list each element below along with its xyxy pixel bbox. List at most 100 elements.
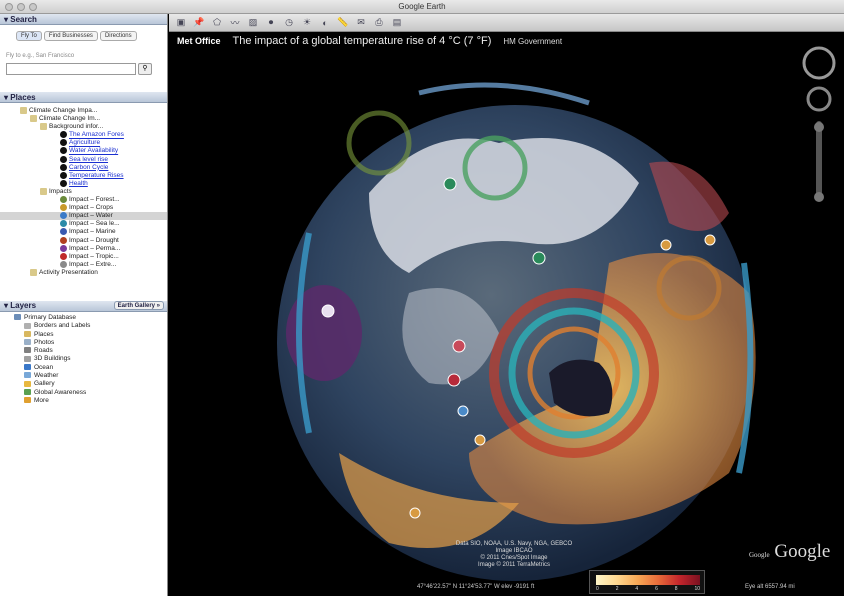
move-joystick-icon[interactable] [806, 86, 832, 112]
layer-item[interactable]: 3D Buildings [0, 355, 167, 363]
places-item[interactable]: Impacts [0, 187, 167, 196]
sea-level-marker[interactable] [457, 405, 469, 417]
water-marker-2[interactable] [532, 251, 546, 265]
layer-item-label: Primary Database [24, 313, 77, 321]
print-icon[interactable]: ⎙ [375, 17, 383, 27]
close-window-button[interactable] [5, 3, 13, 11]
crops-marker-3[interactable] [704, 234, 716, 246]
look-joystick-icon[interactable] [802, 46, 836, 80]
places-item[interactable]: Background infor... [0, 123, 167, 131]
places-item-label: Impact – Water [69, 212, 113, 220]
layer-item[interactable]: Global Awareness [0, 389, 167, 397]
placemark-icon[interactable]: 📌 [193, 17, 205, 27]
earth-gallery-button[interactable]: Earth Gallery » [113, 301, 164, 311]
window-titlebar: Google Earth [0, 0, 844, 14]
attribution-line-2: Image IBCAO [495, 548, 533, 554]
crops-marker-2[interactable] [660, 239, 672, 251]
email-icon[interactable]: ✉ [357, 17, 365, 27]
layers-list: Primary Database Borders and Labels Places… [0, 314, 167, 405]
zoom-slider[interactable] [816, 121, 822, 201]
maps-icon[interactable]: ▤ [392, 17, 402, 27]
folder-icon [40, 187, 47, 195]
path-icon[interactable]: 〰 [230, 18, 240, 28]
crops-marker-1[interactable] [474, 434, 486, 446]
places-item[interactable]: The Amazon Fores [0, 131, 167, 139]
zoom-window-button[interactable] [29, 3, 37, 11]
places-item[interactable]: Health [0, 179, 167, 188]
layer-icon [24, 380, 31, 387]
search-icon: ⚲ [142, 65, 148, 72]
window-controls[interactable] [5, 3, 37, 11]
sea-level-arc-west [296, 232, 312, 434]
places-item[interactable]: Agriculture [0, 139, 167, 147]
zoom-in-icon[interactable] [814, 122, 824, 132]
places-item-label: Impact – Crops [69, 204, 114, 212]
map-view[interactable]: Met Office The impact of a global temper… [169, 33, 844, 596]
tab-directions[interactable]: Directions [99, 31, 137, 41]
layer-item[interactable]: Primary Database [0, 314, 167, 322]
places-panel-header[interactable]: ▾ Places [0, 92, 167, 103]
planets-icon[interactable]: ◐ [322, 17, 328, 28]
places-item[interactable]: Activity Presentation [0, 268, 167, 277]
search-panel-header[interactable]: ▾ Search [0, 14, 167, 25]
minimize-window-button[interactable] [17, 3, 25, 11]
marine-marker[interactable] [452, 339, 466, 353]
ruler-icon[interactable]: 📏 [337, 17, 349, 27]
places-item-label: Carbon Cycle [69, 163, 109, 171]
forest-ring-north [462, 135, 528, 201]
layer-icon [24, 347, 31, 354]
navigation-controls[interactable] [802, 41, 836, 211]
tab-find-businesses[interactable]: Find Businesses [43, 31, 98, 41]
places-item[interactable]: Impact – Marine [0, 228, 167, 236]
layer-item-label: More [34, 396, 49, 404]
places-item[interactable]: Impact – Forest... [0, 196, 167, 204]
image-overlay-icon[interactable]: ▨ [248, 17, 258, 27]
water-marker-1[interactable] [443, 177, 457, 191]
places-item[interactable]: Climate Change Impa... [0, 107, 167, 115]
search-input[interactable] [6, 63, 136, 75]
layer-item[interactable]: Ocean [0, 364, 167, 372]
places-item[interactable]: Water Availability [0, 147, 167, 155]
historical-imagery-icon[interactable]: ◷ [285, 17, 293, 27]
impact-icon [60, 260, 67, 268]
places-item-label: Impact – Perma... [69, 244, 121, 252]
places-item[interactable]: Impact – Water [0, 212, 167, 221]
legend-tick-label: 6 [655, 586, 658, 592]
crops-marker-4[interactable] [409, 507, 421, 519]
layer-item[interactable]: Gallery [0, 380, 167, 388]
toolbar: ▣ 📌 ⬠ 〰 ▨ ⏺ ◷ ☀ ◐ 📏 ✉ ⎙ ▤ [169, 14, 844, 32]
sunlight-icon[interactable]: ☀ [302, 17, 312, 27]
layer-item[interactable]: Photos [0, 339, 167, 347]
places-item-label: Impact – Drought [69, 236, 119, 244]
polygon-icon[interactable]: ⬠ [213, 17, 221, 27]
places-item[interactable]: Impact – Crops [0, 204, 167, 212]
window-title: Google Earth [398, 2, 446, 11]
cloud-mass-north [369, 138, 639, 273]
places-item[interactable]: Temperature Rises [0, 171, 167, 180]
search-button[interactable]: ⚲ [138, 63, 152, 75]
places-item[interactable]: Climate Change Im... [0, 115, 167, 123]
places-item[interactable]: Impact – Sea le... [0, 220, 167, 228]
globe[interactable] [169, 33, 844, 596]
places-item[interactable]: Impact – Drought [0, 236, 167, 245]
tour-icon[interactable]: ⏺ [268, 17, 274, 27]
layer-icon [24, 388, 31, 395]
places-item[interactable]: Impact – Perma... [0, 244, 167, 253]
layers-panel-header[interactable]: ▾ Layers Earth Gallery » [0, 300, 167, 312]
places-item[interactable]: Carbon Cycle [0, 163, 167, 172]
layer-item[interactable]: Borders and Labels [0, 322, 167, 330]
tab-fly-to[interactable]: Fly To [16, 31, 42, 41]
layer-item[interactable]: More [0, 397, 167, 405]
layer-item[interactable]: Weather [0, 372, 167, 380]
zoom-out-icon[interactable] [814, 192, 824, 202]
layer-item[interactable]: Roads [0, 347, 167, 355]
places-item[interactable]: Sea level rise [0, 155, 167, 164]
places-item[interactable]: Impact – Tropic... [0, 252, 167, 261]
cloud-mass-center [402, 288, 499, 385]
drought-marker[interactable] [447, 373, 461, 387]
google-logo-word: Google [774, 541, 831, 562]
layer-item[interactable]: Places [0, 331, 167, 339]
hide-sidebar-icon[interactable]: ▣ [176, 17, 186, 27]
places-item[interactable]: Impact – Extre... [0, 260, 167, 269]
permafrost-marker[interactable] [321, 304, 335, 318]
